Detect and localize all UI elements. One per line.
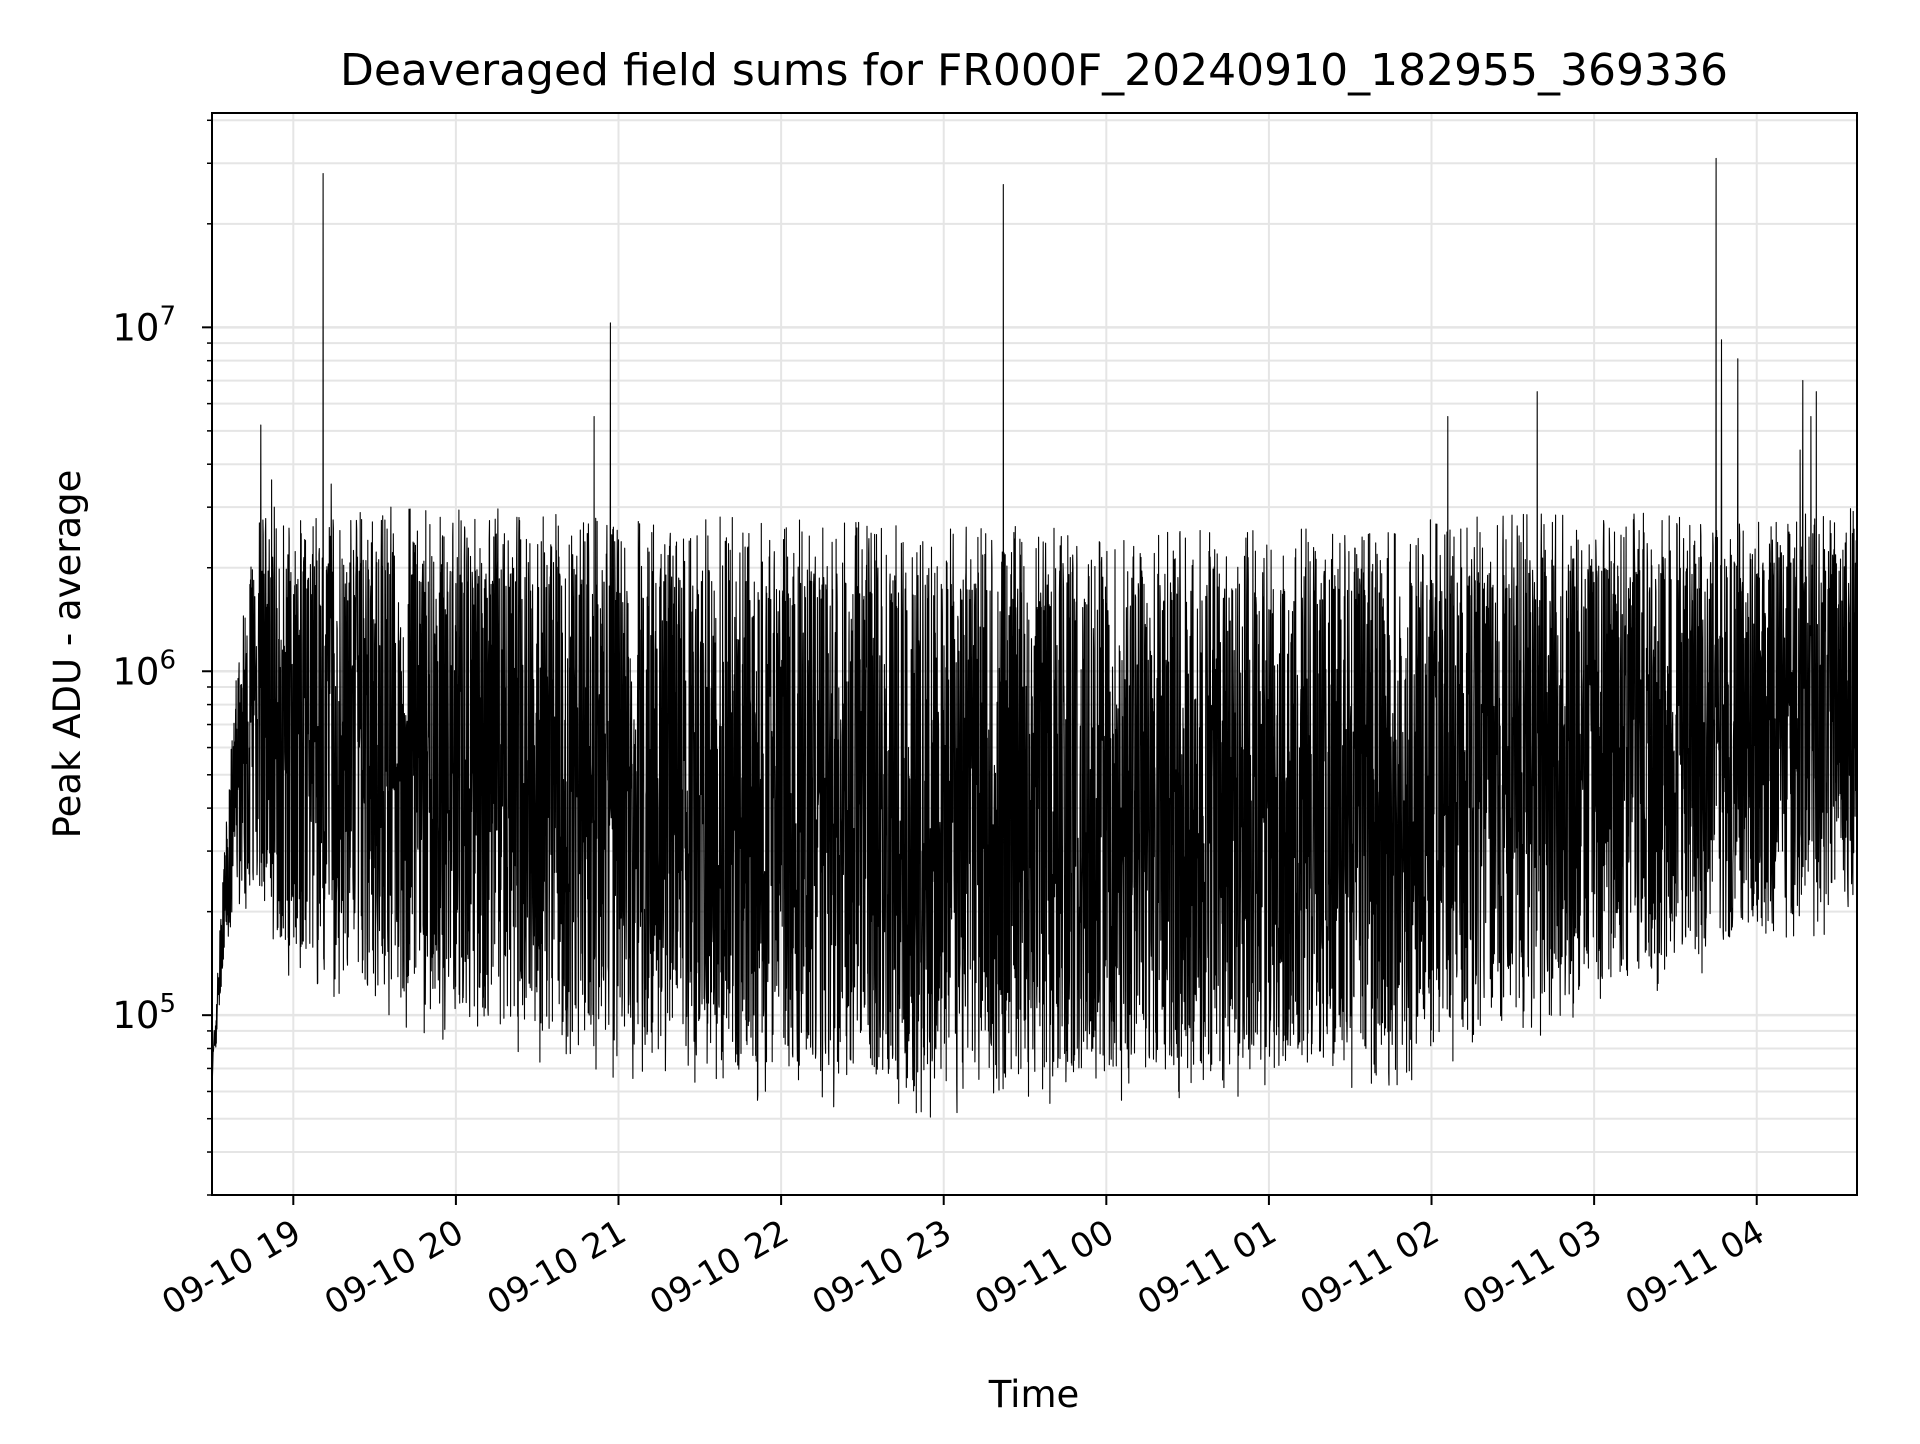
y-tick-label: 107 xyxy=(112,301,176,349)
chart-title: Deaveraged field sums for FR000F_2024091… xyxy=(340,45,1728,96)
y-axis-label: Peak ADU - average xyxy=(46,470,89,839)
y-tick-label: 106 xyxy=(112,645,176,693)
plot-frame xyxy=(211,112,1858,1196)
series-path xyxy=(211,157,1858,1118)
x-axis-label: Time xyxy=(988,1373,1080,1416)
axis-ticks xyxy=(202,119,1758,1205)
series-line xyxy=(211,157,1858,1118)
y-tick-label: 105 xyxy=(112,989,176,1037)
